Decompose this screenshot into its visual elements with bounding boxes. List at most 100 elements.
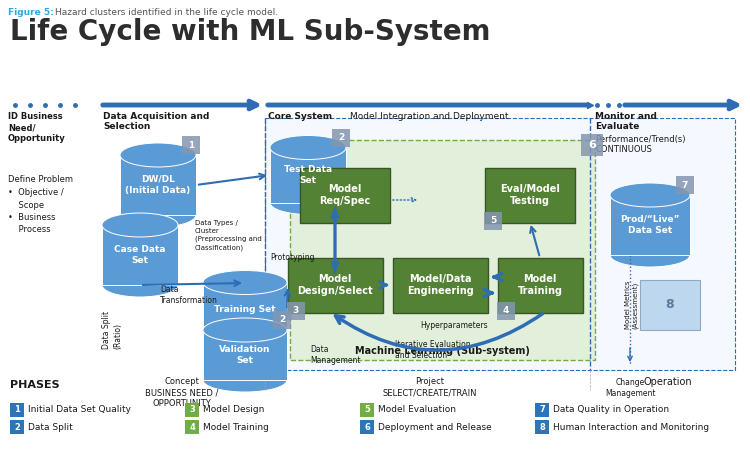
Bar: [535, 403, 549, 417]
Text: Iterative Evaluation
and Selection: Iterative Evaluation and Selection: [395, 340, 471, 360]
Text: Data Split
(Ratio): Data Split (Ratio): [102, 311, 122, 349]
Bar: [102, 225, 178, 285]
Text: Test Data
Set: Test Data Set: [284, 165, 332, 185]
Bar: [360, 420, 374, 434]
Text: 5: 5: [364, 405, 370, 414]
Text: Project
SELECT/CREATE/TRAIN: Project SELECT/CREATE/TRAIN: [382, 377, 477, 397]
Text: 2: 2: [338, 133, 344, 142]
Text: 7: 7: [682, 180, 688, 189]
Ellipse shape: [203, 270, 287, 294]
Text: Model
Design/Select: Model Design/Select: [297, 274, 373, 296]
Bar: [10, 420, 24, 434]
Text: Model Metrics
(Assessment): Model Metrics (Assessment): [626, 281, 639, 329]
Bar: [203, 330, 287, 380]
Text: 8: 8: [666, 298, 674, 311]
Text: Data Split: Data Split: [28, 423, 73, 432]
Bar: [290, 140, 595, 360]
Bar: [185, 420, 199, 434]
Bar: [392, 257, 488, 312]
Text: 6: 6: [364, 423, 370, 432]
Text: 1: 1: [188, 140, 194, 149]
Text: Human Interaction and Monitoring: Human Interaction and Monitoring: [553, 423, 710, 432]
Bar: [676, 176, 694, 194]
Bar: [273, 311, 291, 329]
Text: DW/DL
(Initial Data): DW/DL (Initial Data): [125, 175, 190, 195]
Text: Case Data
Set: Case Data Set: [114, 245, 166, 265]
Text: Model Design: Model Design: [203, 405, 264, 414]
Text: PHASES: PHASES: [10, 380, 60, 390]
Text: 5: 5: [490, 216, 496, 225]
Ellipse shape: [120, 203, 196, 227]
Ellipse shape: [610, 243, 690, 267]
Text: Validation
Set: Validation Set: [219, 345, 271, 365]
Bar: [332, 129, 350, 147]
Text: Concept
BUSINESS NEED /
OPPORTUNITY: Concept BUSINESS NEED / OPPORTUNITY: [146, 377, 219, 408]
Ellipse shape: [610, 183, 690, 207]
Bar: [485, 167, 575, 222]
Text: Model Evaluation: Model Evaluation: [378, 405, 456, 414]
Text: Operation: Operation: [644, 377, 692, 387]
Text: Machine Learning (Sub-system): Machine Learning (Sub-system): [355, 346, 530, 356]
Text: Define Problem: Define Problem: [8, 175, 73, 184]
Bar: [265, 118, 735, 370]
Text: Training Set: Training Set: [214, 306, 276, 315]
Text: 2: 2: [14, 423, 20, 432]
Text: Model
Training: Model Training: [518, 274, 562, 296]
Text: Prod/“Live”
Data Set: Prod/“Live” Data Set: [620, 215, 680, 235]
Ellipse shape: [270, 190, 346, 215]
Text: 1: 1: [14, 405, 20, 414]
Ellipse shape: [203, 318, 287, 342]
Text: Core System: Core System: [268, 112, 332, 121]
Text: 3: 3: [292, 306, 298, 315]
Text: Data Acquisition and
Selection: Data Acquisition and Selection: [103, 112, 209, 131]
Text: Change
Management: Change Management: [604, 378, 656, 398]
Bar: [496, 302, 514, 319]
Bar: [182, 136, 200, 154]
Text: Deployment and Release: Deployment and Release: [378, 423, 492, 432]
Ellipse shape: [102, 273, 178, 297]
Ellipse shape: [270, 135, 346, 159]
Text: Eval/Model
Testing: Eval/Model Testing: [500, 184, 560, 206]
Text: 7: 7: [539, 405, 544, 414]
Text: Life Cycle with ML Sub-System: Life Cycle with ML Sub-System: [10, 18, 490, 46]
Text: Model/Data
Engineering: Model/Data Engineering: [406, 274, 473, 296]
Bar: [640, 280, 700, 330]
Text: Model
Req/Spec: Model Req/Spec: [320, 184, 370, 206]
Text: Data Quality in Operation: Data Quality in Operation: [553, 405, 669, 414]
Text: Data
Management: Data Management: [310, 345, 361, 365]
Bar: [360, 403, 374, 417]
Text: Data Types /
Cluster
(Preprocessing and
Classification): Data Types / Cluster (Preprocessing and …: [195, 220, 262, 251]
Ellipse shape: [102, 213, 178, 237]
Text: •  Objective /
    Scope
•  Business
    Process: • Objective / Scope • Business Process: [8, 188, 64, 234]
Bar: [484, 212, 502, 230]
Text: Model Integration and Deployment: Model Integration and Deployment: [350, 112, 508, 121]
Bar: [535, 420, 549, 434]
Bar: [10, 403, 24, 417]
Text: Figure 5:: Figure 5:: [8, 8, 54, 17]
Text: 4: 4: [503, 306, 509, 315]
Text: 8: 8: [539, 423, 544, 432]
Bar: [120, 155, 196, 215]
Text: Model Training: Model Training: [203, 423, 268, 432]
Bar: [497, 257, 583, 312]
Text: Hazard clusters identified in the life cycle model.: Hazard clusters identified in the life c…: [55, 8, 278, 17]
Text: 6: 6: [588, 140, 596, 150]
Bar: [610, 195, 690, 255]
Text: 2: 2: [279, 315, 285, 324]
Bar: [300, 167, 390, 222]
Text: Performance/Trend(s)
CONTINUOUS: Performance/Trend(s) CONTINUOUS: [595, 135, 686, 154]
Text: 3: 3: [189, 405, 195, 414]
Ellipse shape: [203, 325, 287, 350]
Bar: [286, 302, 304, 319]
Text: Monitor and
Evaluate: Monitor and Evaluate: [595, 112, 657, 131]
Ellipse shape: [203, 368, 287, 392]
Bar: [270, 148, 346, 202]
Text: Prototyping: Prototyping: [270, 253, 314, 262]
Text: ID Business
Need/
Opportunity: ID Business Need/ Opportunity: [8, 112, 66, 143]
Bar: [581, 134, 603, 156]
Text: 4: 4: [189, 423, 195, 432]
Text: Hyperparameters: Hyperparameters: [420, 320, 488, 329]
Text: Data
Transformation: Data Transformation: [160, 285, 218, 305]
Ellipse shape: [120, 143, 196, 167]
Text: Initial Data Set Quality: Initial Data Set Quality: [28, 405, 131, 414]
